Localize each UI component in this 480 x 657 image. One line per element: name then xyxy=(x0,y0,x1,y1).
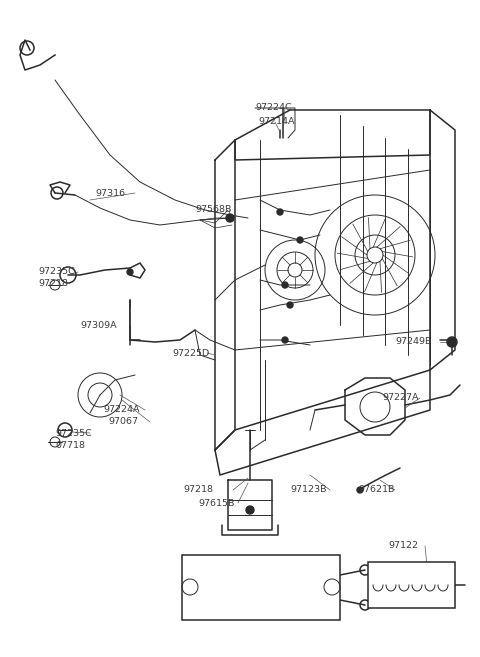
Text: 97227A: 97227A xyxy=(382,394,419,403)
Circle shape xyxy=(297,237,303,243)
Text: 97122: 97122 xyxy=(388,541,418,551)
Text: 97235C: 97235C xyxy=(55,428,92,438)
Text: 97224A: 97224A xyxy=(103,405,140,415)
Circle shape xyxy=(282,337,288,343)
Circle shape xyxy=(287,302,293,308)
Circle shape xyxy=(448,338,456,346)
Circle shape xyxy=(226,214,234,222)
Circle shape xyxy=(282,282,288,288)
Circle shape xyxy=(127,269,133,275)
Bar xyxy=(182,555,340,620)
Text: 97224C: 97224C xyxy=(255,104,292,112)
Text: 97309A: 97309A xyxy=(80,321,117,330)
Text: 97067: 97067 xyxy=(108,417,138,426)
Text: 97316: 97316 xyxy=(95,189,125,198)
Circle shape xyxy=(277,209,283,215)
Text: 07718: 07718 xyxy=(55,440,85,449)
Text: 97225D: 97225D xyxy=(172,348,209,357)
Text: 97621B: 97621B xyxy=(358,486,395,495)
Text: 97218: 97218 xyxy=(38,279,68,288)
Circle shape xyxy=(357,487,363,493)
Circle shape xyxy=(246,506,254,514)
Text: 97123B: 97123B xyxy=(290,486,326,495)
Text: 97214A: 97214A xyxy=(258,118,295,127)
Text: 97615B: 97615B xyxy=(198,499,234,507)
Text: 97568B: 97568B xyxy=(195,206,231,214)
Text: 97235C: 97235C xyxy=(38,267,75,277)
Text: 97218: 97218 xyxy=(183,486,213,495)
Bar xyxy=(368,562,455,608)
Text: 97249B: 97249B xyxy=(395,338,432,346)
